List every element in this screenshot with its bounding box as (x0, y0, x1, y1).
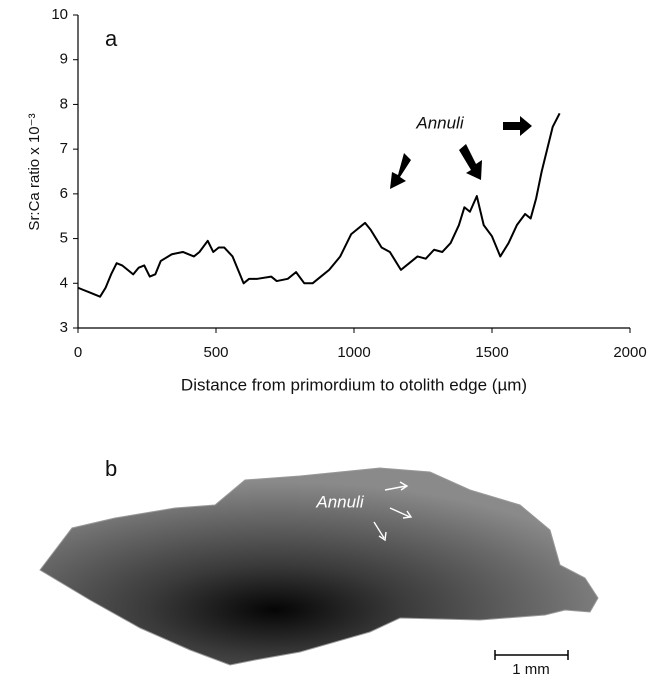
y-tick-label: 9 (60, 51, 68, 68)
y-tick-label: 4 (60, 274, 68, 291)
y-axis-label: Sr:Ca ratio x 10⁻³ (26, 113, 43, 230)
scale-bar-label: 1 mm (512, 661, 550, 678)
data-line (77, 112, 561, 298)
x-tick-label: 2000 (613, 344, 646, 361)
y-tick-label: 7 (60, 140, 68, 157)
y-tick-label: 6 (60, 185, 68, 202)
y-tick-label: 8 (60, 95, 68, 112)
y-tick-label: 10 (51, 6, 68, 23)
arrows (390, 116, 532, 189)
x-axis-label: Distance from primordium to otolith edge… (181, 375, 527, 394)
annotation: Annuli (415, 113, 464, 132)
y-tick-label: 5 (60, 230, 68, 247)
annotation: Annuli (315, 492, 364, 511)
x-tick-label: 1000 (337, 344, 370, 361)
otolith-photo (39, 467, 599, 666)
x-tick-label: 0 (74, 344, 82, 361)
y-tick-label: 3 (60, 319, 68, 336)
x-tick-label: 1500 (475, 344, 508, 361)
panel-label: b (105, 456, 117, 481)
x-tick-label: 500 (203, 344, 228, 361)
panel-label: a (105, 26, 118, 51)
